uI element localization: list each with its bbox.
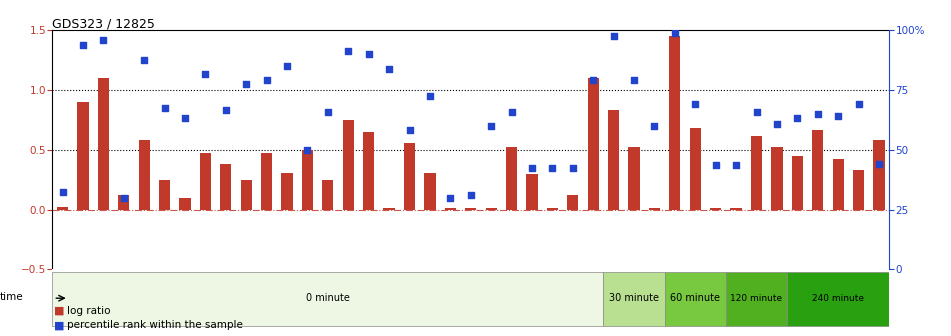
Point (769, 121, 785, 126)
Point (668, 30, 683, 35)
Bar (424, 173, 436, 210)
Point (198, 72, 213, 77)
Bar (726, 272, 787, 326)
Point (443, 195, 458, 200)
Point (586, 78, 601, 83)
Text: 120 minute: 120 minute (730, 294, 783, 303)
Bar (200, 154, 211, 210)
Bar (792, 156, 803, 210)
Point (137, 57, 152, 63)
Point (483, 123, 498, 129)
Bar (261, 154, 272, 210)
Bar (180, 198, 190, 210)
Point (728, 163, 744, 168)
Bar (649, 208, 660, 210)
Text: 0 minute: 0 minute (306, 293, 350, 303)
Bar (159, 180, 170, 210)
Bar (506, 148, 517, 210)
Point (789, 115, 805, 120)
Point (565, 165, 580, 170)
Bar (281, 173, 293, 210)
Point (259, 78, 274, 83)
Point (606, 34, 621, 39)
Bar (751, 135, 762, 210)
Point (96, 37, 111, 42)
Text: ■: ■ (54, 320, 65, 330)
Point (178, 115, 193, 120)
Bar (404, 143, 416, 210)
Point (830, 114, 845, 119)
Bar (853, 170, 864, 210)
Point (851, 102, 866, 107)
Bar (812, 129, 824, 210)
Point (340, 48, 356, 53)
Point (75, 42, 90, 47)
Bar (873, 140, 884, 210)
Point (116, 195, 131, 200)
Bar (139, 140, 149, 210)
Bar (629, 148, 640, 210)
Bar (221, 164, 231, 210)
Bar (588, 78, 599, 210)
Point (218, 108, 233, 113)
Text: 30 minute: 30 minute (609, 293, 659, 303)
Point (381, 66, 397, 71)
Point (55, 189, 70, 195)
Text: 240 minute: 240 minute (812, 294, 864, 303)
Text: 60 minute: 60 minute (670, 293, 720, 303)
Point (708, 163, 724, 168)
Point (647, 123, 662, 129)
Bar (98, 78, 109, 210)
Text: time: time (0, 292, 24, 302)
Bar (301, 150, 313, 210)
Text: log ratio: log ratio (67, 306, 110, 316)
Point (871, 162, 886, 167)
Bar (52, 272, 604, 326)
Point (157, 105, 172, 111)
Point (810, 111, 825, 117)
Point (504, 109, 519, 114)
Bar (57, 207, 68, 210)
Text: percentile rank within the sample: percentile rank within the sample (67, 320, 243, 330)
Bar (547, 208, 558, 210)
Bar (608, 111, 619, 210)
Point (320, 109, 336, 114)
Point (402, 127, 417, 132)
Bar (787, 272, 889, 326)
Bar (445, 208, 456, 210)
Point (361, 51, 377, 57)
Bar (363, 132, 375, 210)
Bar (710, 208, 721, 210)
Point (748, 109, 764, 114)
Bar (689, 128, 701, 210)
Bar (665, 272, 726, 326)
Bar (486, 208, 496, 210)
Text: ■: ■ (54, 306, 65, 316)
Point (524, 165, 539, 170)
Bar (604, 272, 665, 326)
Point (239, 81, 254, 87)
Bar (383, 208, 395, 210)
Point (463, 193, 478, 198)
Text: GDS323 / 12825: GDS323 / 12825 (52, 17, 155, 30)
Bar (342, 120, 354, 210)
Point (545, 165, 560, 170)
Point (300, 147, 315, 153)
Point (688, 102, 703, 107)
Point (280, 64, 295, 69)
Point (422, 93, 437, 99)
Bar (526, 174, 537, 210)
Bar (771, 148, 783, 210)
Bar (322, 180, 334, 210)
Bar (241, 180, 252, 210)
Point (627, 78, 642, 83)
Bar (77, 102, 88, 210)
Bar (118, 195, 129, 210)
Bar (567, 195, 578, 210)
Bar (670, 36, 681, 210)
Bar (730, 208, 742, 210)
Bar (465, 208, 476, 210)
Bar (832, 159, 844, 210)
